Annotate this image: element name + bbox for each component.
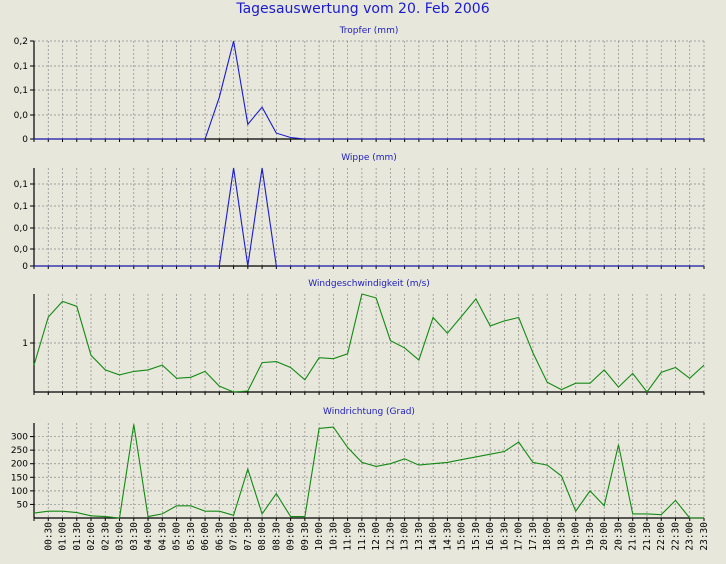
y-tick-label: 1: [22, 339, 28, 349]
x-tick-label: 22:30: [670, 522, 681, 551]
x-tick-label: 00:30: [43, 522, 54, 551]
x-tick-label: 13:30: [414, 522, 425, 551]
page-title: Tagesauswertung vom 20. Feb 2006: [236, 1, 490, 17]
y-tick-label: 0,2: [14, 37, 28, 47]
x-tick-label: 02:00: [86, 522, 97, 551]
x-tick-label: 01:00: [58, 522, 69, 551]
x-tick-label: 11:00: [343, 522, 354, 551]
y-tick-label: 50: [17, 500, 29, 510]
y-tick-label: 250: [11, 446, 28, 456]
x-tick-label: 12:00: [371, 522, 382, 551]
x-tick-label: 20:00: [599, 522, 610, 551]
x-tick-label: 17:00: [514, 522, 525, 551]
panel-title: Windgeschwindigkeit (m/s): [308, 279, 430, 289]
x-tick-label: 19:00: [571, 522, 582, 551]
y-tick-label: 200: [11, 460, 28, 470]
x-tick-label: 17:30: [528, 522, 539, 551]
x-tick-label: 21:30: [642, 522, 653, 551]
x-tick-label: 05:30: [186, 522, 197, 551]
x-tick-label: 10:30: [328, 522, 339, 551]
x-tick-label: 15:00: [457, 522, 468, 551]
x-tick-label: 03:30: [129, 522, 140, 551]
x-tick-label: 06:30: [214, 522, 225, 551]
x-tick-label: 15:30: [471, 522, 482, 551]
series-line: [34, 40, 704, 140]
x-tick-label: 07:30: [243, 522, 254, 551]
x-tick-label: 14:00: [428, 522, 439, 551]
x-tick-label: 06:00: [200, 522, 211, 551]
y-tick-label: 0,0: [14, 111, 29, 121]
x-tick-label: 11:30: [357, 522, 368, 551]
y-tick-label: 0: [22, 262, 28, 272]
x-tick-label: 02:30: [100, 522, 111, 551]
x-tick-label: 19:30: [585, 522, 596, 551]
x-tick-label: 23:00: [685, 522, 696, 551]
x-tick-label: 20:30: [613, 522, 624, 551]
x-tick-label: 04:00: [143, 522, 154, 551]
x-tick-label: 12:30: [385, 522, 396, 551]
x-tick-label: 08:00: [257, 522, 268, 551]
y-tick-label: 0,1: [14, 202, 28, 212]
y-tick-label: 0,1: [14, 180, 28, 190]
x-tick-label: 03:00: [115, 522, 126, 551]
x-tick-label: 21:00: [628, 522, 639, 551]
panel-title: Wippe (mm): [341, 153, 397, 163]
series-line: [33, 424, 704, 519]
x-tick-label: 09:30: [300, 522, 311, 551]
x-tick-label: 23:30: [699, 522, 710, 551]
y-tick-label: 0,0: [14, 224, 29, 234]
x-tick-label: 18:00: [542, 522, 553, 551]
x-tick-label: 22:00: [656, 522, 667, 551]
x-tick-label: 09:00: [286, 522, 297, 551]
y-tick-label: 300: [11, 433, 28, 443]
series-line: [34, 167, 704, 267]
y-tick-label: 0,0: [14, 245, 29, 255]
panel-title: Windrichtung (Grad): [323, 407, 415, 417]
x-tick-label: 18:30: [556, 522, 567, 551]
x-tick-label: 16:00: [485, 522, 496, 551]
x-tick-label: 01:30: [72, 522, 83, 551]
x-tick-label: 13:00: [400, 522, 411, 551]
x-tick-label: 08:30: [271, 522, 282, 551]
x-tick-label: 04:30: [157, 522, 168, 551]
y-tick-label: 150: [11, 473, 28, 483]
x-tick-label: 16:30: [499, 522, 510, 551]
y-tick-label: 0,1: [14, 86, 28, 96]
y-tick-label: 0: [22, 135, 28, 145]
series-line: [33, 293, 705, 393]
x-tick-label: 07:00: [229, 522, 240, 551]
y-tick-label: 0,1: [14, 62, 28, 72]
x-tick-label: 10:00: [314, 522, 325, 551]
x-tick-label: 14:30: [442, 522, 453, 551]
panel-title: Tropfer (mm): [339, 26, 399, 36]
x-tick-label: 05:00: [172, 522, 183, 551]
y-tick-label: 100: [11, 487, 28, 497]
